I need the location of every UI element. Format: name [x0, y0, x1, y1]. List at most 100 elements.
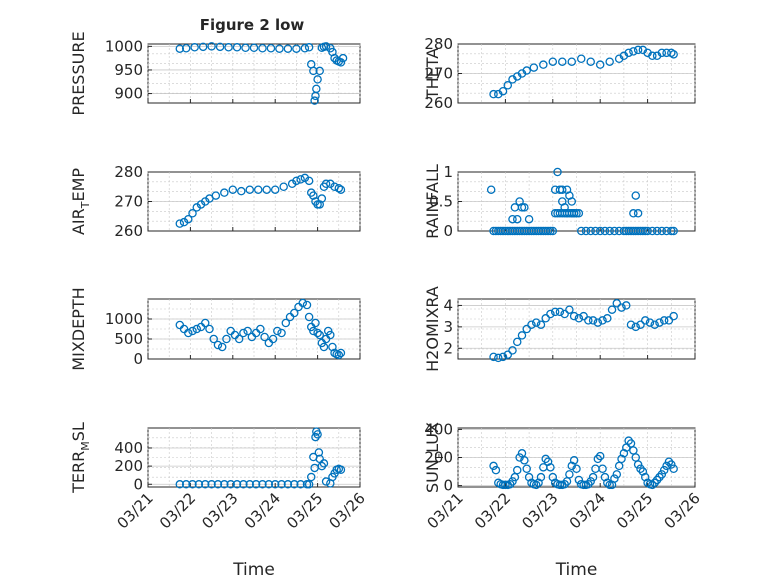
data-point: [524, 214, 534, 224]
data-point: [622, 301, 631, 310]
data-point: [572, 464, 581, 473]
x-tick-label: 03/25: [283, 489, 326, 532]
data-point: [536, 320, 546, 329]
data-point: [200, 318, 210, 328]
data-point: [190, 43, 199, 52]
data-point: [224, 43, 233, 52]
data-point: [304, 43, 314, 52]
data-point: [313, 75, 322, 84]
data-point: [664, 316, 674, 325]
data-point: [513, 465, 522, 475]
data-point: [256, 324, 265, 334]
y-axis-label: AIRTEMP: [69, 168, 92, 235]
data-point: [669, 311, 678, 321]
data-point: [531, 318, 541, 327]
data-point: [188, 326, 197, 336]
data-point: [595, 60, 605, 69]
x-tick-label: 03/26: [661, 489, 704, 532]
data-point: [548, 57, 558, 66]
data-point: [553, 167, 562, 177]
data-point: [579, 480, 588, 490]
data-point: [638, 467, 648, 476]
data-point: [629, 209, 638, 218]
data-point: [631, 191, 641, 200]
data-point: [626, 320, 636, 329]
data-point: [489, 461, 498, 471]
data-point: [667, 226, 676, 236]
data-point: [598, 316, 607, 325]
data-point: [336, 185, 346, 194]
y-axis-label: PRESSURE: [69, 31, 88, 115]
data-point: [591, 226, 600, 236]
data-point: [517, 331, 527, 340]
data-point: [321, 477, 331, 486]
y-tick-label: 500: [114, 330, 143, 348]
data-point: [603, 478, 612, 488]
data-point: [588, 316, 598, 325]
data-point: [188, 480, 197, 489]
subplot-sun_flux: 0 200 400 03/21 03/22 03/23 03/24 03/25 03/26 SUN…: [423, 420, 704, 580]
data-point: [277, 480, 286, 489]
y-axis-label: RAINFALL: [423, 164, 442, 239]
data-point: [304, 312, 314, 322]
data-point: [603, 314, 612, 323]
y-tick-label: 900: [114, 85, 143, 103]
data-point: [567, 57, 577, 66]
data-point: [534, 478, 543, 488]
data-point: [290, 308, 299, 318]
data-point: [576, 226, 586, 236]
data-point: [249, 43, 259, 53]
data-point: [619, 449, 629, 458]
data-point: [207, 480, 216, 489]
data-point: [567, 209, 577, 218]
data-point: [220, 188, 229, 197]
data-point: [222, 334, 231, 344]
x-tick-label: 03/22: [156, 489, 199, 532]
data-point: [638, 226, 648, 236]
y-tick-label: 0: [133, 475, 143, 493]
series-markers: [175, 42, 348, 105]
data-point: [586, 226, 595, 236]
data-point: [612, 299, 622, 308]
data-point: [319, 459, 329, 468]
data-point: [600, 472, 610, 482]
data-point: [309, 326, 318, 336]
data-point: [292, 176, 301, 186]
x-tick-label: 03/22: [471, 489, 514, 532]
data-point: [648, 480, 657, 490]
x-tick-label: 03/21: [424, 489, 467, 532]
data-point: [260, 332, 269, 342]
data-point: [283, 480, 293, 489]
data-point: [298, 298, 308, 308]
data-point: [503, 350, 513, 359]
data-point: [560, 309, 569, 319]
data-point: [633, 209, 643, 218]
series-markers: [489, 436, 678, 490]
data-point: [567, 461, 577, 471]
y-tick-label: 0: [443, 477, 453, 495]
data-point: [251, 480, 261, 489]
data-point: [657, 226, 667, 236]
data-point: [600, 226, 610, 236]
data-point: [574, 314, 584, 323]
x-tick-label: 03/25: [613, 489, 656, 532]
data-point: [181, 480, 191, 489]
series-markers: [175, 427, 346, 489]
data-point: [546, 226, 555, 236]
data-point: [498, 352, 508, 362]
data-point: [279, 182, 288, 191]
data-point: [309, 66, 318, 76]
data-point: [228, 185, 238, 194]
data-point: [640, 316, 650, 325]
y-tick-label: 280: [114, 163, 143, 181]
data-point: [300, 43, 310, 53]
data-point: [546, 463, 555, 472]
data-point: [643, 226, 652, 236]
data-point: [207, 42, 216, 51]
data-point: [636, 320, 645, 329]
data-point: [536, 472, 546, 482]
data-point: [595, 451, 605, 461]
